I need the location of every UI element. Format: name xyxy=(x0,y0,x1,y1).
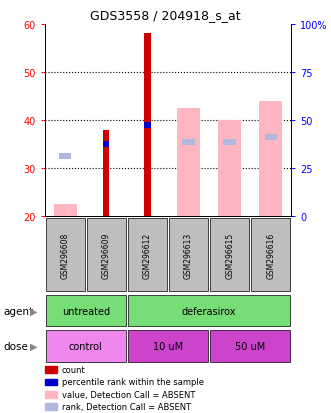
Bar xyxy=(45,404,57,410)
Text: count: count xyxy=(62,365,86,374)
FancyBboxPatch shape xyxy=(128,330,208,362)
Bar xyxy=(103,131,110,217)
Bar xyxy=(59,154,71,160)
FancyBboxPatch shape xyxy=(128,295,291,327)
FancyBboxPatch shape xyxy=(87,218,126,292)
Text: deferasirox: deferasirox xyxy=(182,306,236,316)
Text: GDS3558 / 204918_s_at: GDS3558 / 204918_s_at xyxy=(90,9,241,22)
Bar xyxy=(54,205,76,217)
Text: GSM296615: GSM296615 xyxy=(225,232,234,278)
Bar xyxy=(103,142,110,148)
Bar xyxy=(45,391,57,398)
Text: dose: dose xyxy=(3,341,28,351)
Text: untreated: untreated xyxy=(62,306,110,316)
FancyBboxPatch shape xyxy=(45,218,85,292)
FancyBboxPatch shape xyxy=(45,295,126,327)
Text: control: control xyxy=(69,341,103,351)
Bar xyxy=(264,135,277,140)
Text: GSM296608: GSM296608 xyxy=(61,232,70,278)
Bar xyxy=(260,102,282,217)
Text: ▶: ▶ xyxy=(30,306,38,316)
Text: GSM296612: GSM296612 xyxy=(143,232,152,278)
Bar xyxy=(45,379,57,385)
Bar xyxy=(182,140,195,145)
Text: GSM296613: GSM296613 xyxy=(184,232,193,278)
Bar xyxy=(177,109,200,217)
FancyBboxPatch shape xyxy=(45,330,126,362)
Text: agent: agent xyxy=(3,306,33,316)
Text: 50 uM: 50 uM xyxy=(235,341,265,351)
Bar xyxy=(45,366,57,373)
Text: GSM296616: GSM296616 xyxy=(266,232,275,278)
FancyBboxPatch shape xyxy=(251,218,291,292)
FancyBboxPatch shape xyxy=(210,330,291,362)
Text: 10 uM: 10 uM xyxy=(153,341,183,351)
Text: GSM296609: GSM296609 xyxy=(102,232,111,278)
Bar xyxy=(223,140,236,145)
Text: value, Detection Call = ABSENT: value, Detection Call = ABSENT xyxy=(62,390,195,399)
Text: rank, Detection Call = ABSENT: rank, Detection Call = ABSENT xyxy=(62,402,191,411)
FancyBboxPatch shape xyxy=(128,218,167,292)
Bar xyxy=(218,121,241,217)
Text: ▶: ▶ xyxy=(30,341,38,351)
Bar xyxy=(144,123,151,128)
Text: percentile rank within the sample: percentile rank within the sample xyxy=(62,377,204,387)
FancyBboxPatch shape xyxy=(210,218,249,292)
Bar xyxy=(144,34,151,217)
FancyBboxPatch shape xyxy=(169,218,208,292)
